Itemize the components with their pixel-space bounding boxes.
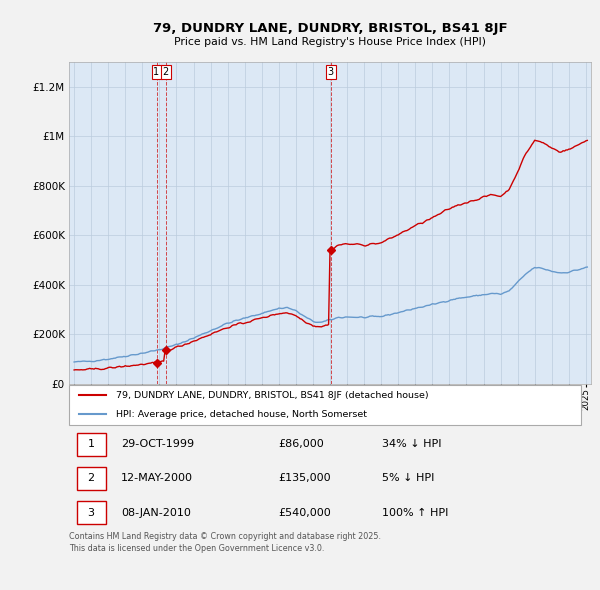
Text: £86,000: £86,000 [278, 439, 323, 449]
Text: Price paid vs. HM Land Registry's House Price Index (HPI): Price paid vs. HM Land Registry's House … [174, 37, 486, 47]
Text: 12-MAY-2000: 12-MAY-2000 [121, 473, 193, 483]
Text: 2: 2 [88, 473, 95, 483]
FancyBboxPatch shape [77, 432, 106, 455]
Text: 29-OCT-1999: 29-OCT-1999 [121, 439, 194, 449]
Text: 1: 1 [154, 67, 160, 77]
Text: 34% ↓ HPI: 34% ↓ HPI [382, 439, 442, 449]
FancyBboxPatch shape [69, 385, 581, 425]
FancyBboxPatch shape [77, 501, 106, 524]
Text: 2: 2 [163, 67, 169, 77]
Text: 08-JAN-2010: 08-JAN-2010 [121, 507, 191, 517]
Text: £540,000: £540,000 [278, 507, 331, 517]
Text: 3: 3 [88, 507, 95, 517]
Text: £135,000: £135,000 [278, 473, 331, 483]
FancyBboxPatch shape [77, 467, 106, 490]
Text: 1: 1 [88, 439, 95, 449]
Text: 100% ↑ HPI: 100% ↑ HPI [382, 507, 449, 517]
Text: 5% ↓ HPI: 5% ↓ HPI [382, 473, 434, 483]
Text: Contains HM Land Registry data © Crown copyright and database right 2025.
This d: Contains HM Land Registry data © Crown c… [69, 532, 381, 553]
Text: 79, DUNDRY LANE, DUNDRY, BRISTOL, BS41 8JF: 79, DUNDRY LANE, DUNDRY, BRISTOL, BS41 8… [152, 22, 508, 35]
Text: 3: 3 [328, 67, 334, 77]
Text: HPI: Average price, detached house, North Somerset: HPI: Average price, detached house, Nort… [116, 409, 367, 419]
Text: 79, DUNDRY LANE, DUNDRY, BRISTOL, BS41 8JF (detached house): 79, DUNDRY LANE, DUNDRY, BRISTOL, BS41 8… [116, 391, 428, 399]
